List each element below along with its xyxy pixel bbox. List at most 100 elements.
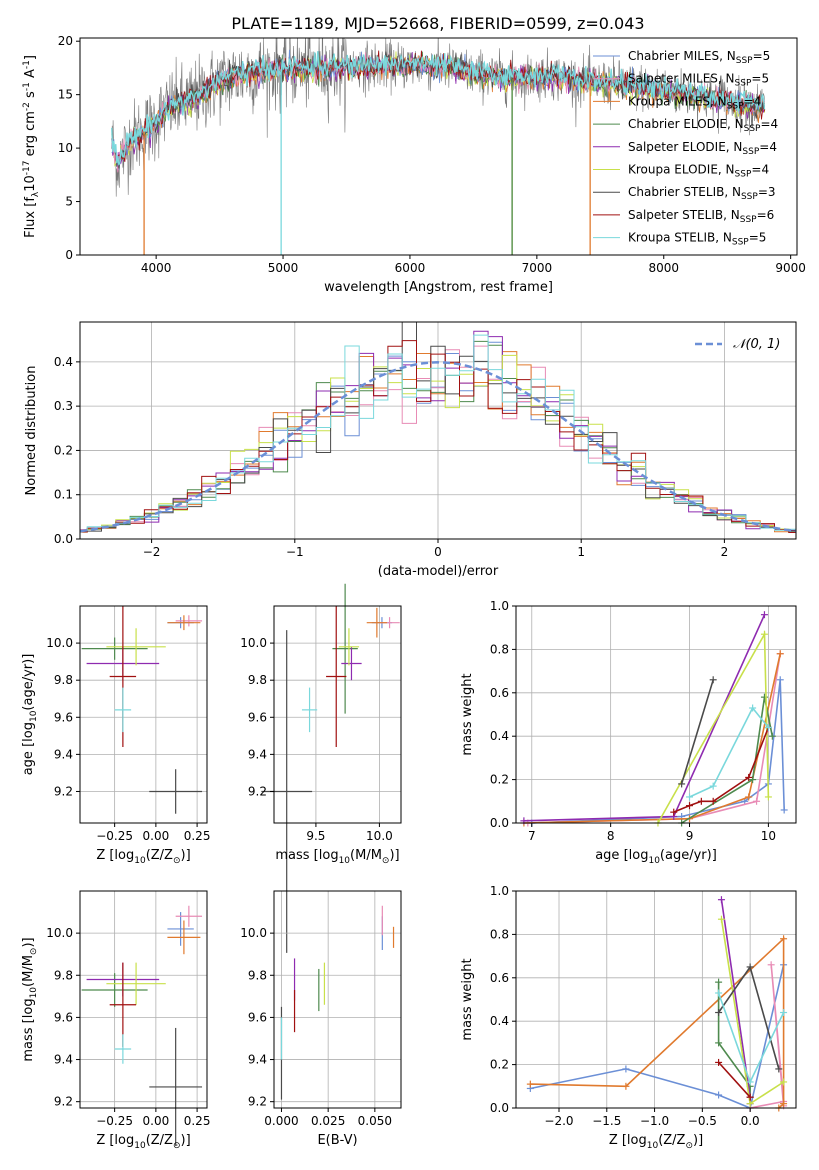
y-tick-label: 0.2 (490, 1058, 509, 1072)
weight-line-salp_miles (527, 653, 781, 824)
panels: 4000 5000 6000 7000 8000 900005101520waveleng… (21, 34, 806, 1151)
legend-label-tail: =4 (760, 117, 778, 131)
y-axis-label: mass weight (460, 958, 475, 1040)
legend-label-sub: SSP (740, 215, 757, 225)
errorbar-salp_miles (175, 615, 203, 627)
x-tick-label: 0.050 (358, 1114, 392, 1128)
y-tick-label: 10.0 (240, 636, 267, 650)
weight-marker-krou_stelib (780, 1009, 788, 1017)
panel-5: −0.25 0.00 0.259.29.49.69.810.0Z [log10(Z/… (21, 890, 211, 1151)
plot-area (80, 322, 796, 533)
axes-frame (79, 605, 208, 824)
y-tick-label: 10.0 (240, 926, 267, 940)
y-tick-label: 0.8 (490, 642, 509, 656)
histogram-krou_stelib (80, 334, 796, 532)
weight-marker-salp_stelib (745, 773, 753, 781)
label-span: (age/yr)] (21, 654, 36, 711)
errorbar-salp_stelib (109, 962, 137, 1047)
label-span: A (23, 69, 38, 82)
legend-label-tail: =3 (758, 185, 776, 199)
plot-area (111, 38, 766, 255)
y-tick-label: 0.2 (490, 773, 509, 787)
legend-label-tail: =4 (759, 140, 777, 154)
x-tick-label: −0.5 (688, 1114, 717, 1128)
plot-area (81, 606, 203, 814)
x-axis-label: age [log10(age/yr)] (595, 848, 717, 866)
weight-marker-chab_elodie (715, 978, 723, 986)
weight-marker-krou_miles (745, 793, 753, 801)
x-tick-label: 0.25 (184, 1114, 211, 1128)
weight-marker-chab_stelib (775, 1065, 783, 1073)
x-tick-label: 8000 (648, 261, 679, 275)
plot-area (520, 611, 788, 827)
weight-line-krou_miles (523, 653, 781, 824)
label-span: Flux [f (23, 197, 38, 238)
axes: 4000 5000 6000 7000 8000 9000 0 5 10 15 20 waveleng… (22, 34, 806, 295)
legend-label-chab_stelib: Chabrier STELIB, NSSP=3 (628, 185, 776, 202)
x-tick-label: 0.00 (143, 1114, 170, 1128)
legend-label-base: Salpeter MILES, N (628, 72, 735, 86)
label-span: mass weight (460, 958, 475, 1040)
normal-curve (80, 361, 796, 533)
weight-line-salp_stelib (718, 1061, 751, 1098)
label-span: ] (23, 55, 38, 60)
weight-marker-chab_miles (780, 806, 788, 814)
x-tick-label: 2 (721, 545, 729, 559)
label-span: (M/M (21, 955, 36, 987)
weight-line-salp_elodie (523, 614, 766, 822)
legend-label-base: Chabrier STELIB, N (628, 185, 741, 199)
weight-marker-chab_miles (715, 1091, 723, 1099)
weight-marker-krou_stelib (715, 989, 723, 997)
x-tick-label: 7 (528, 829, 536, 843)
weight-marker-salp_stelib (670, 808, 678, 816)
axes: −0.25 0.00 0.259.29.49.69.810.0Z [log10(Z/… (21, 605, 210, 866)
label-span: λ (31, 191, 41, 197)
y-tick-label: 9.2 (248, 784, 267, 798)
x-axis-label: (data-model)/error (378, 564, 499, 579)
legend-label-salp_miles: Salpeter MILES, NSSP=5 (628, 72, 769, 89)
label-span: 10 (29, 710, 39, 722)
weight-marker-krou_miles (776, 650, 784, 658)
y-tick-label: 9.6 (54, 710, 73, 724)
x-axis-label: Z [log10(Z/Z⊙)] (609, 1133, 703, 1151)
weight-marker-salp_miles (753, 797, 761, 805)
label-span: mass [log (275, 848, 338, 863)
weight-line-krou_stelib (689, 706, 770, 798)
y-tick-label: 0.0 (490, 816, 509, 830)
label-span: )] (181, 848, 191, 863)
y-tick-label: 0.6 (490, 971, 509, 985)
y-tick-label: 9.8 (248, 968, 267, 982)
weight-line-salp_stelib (673, 727, 770, 813)
legend-label-krou_miles: Kroupa MILES, NSSP=4 (628, 94, 761, 111)
x-tick-label: 0.0 (741, 1114, 760, 1128)
x-tick-label: 10 (761, 829, 776, 843)
legend-label-sub: SSP (735, 79, 752, 89)
weight-marker-salp_stelib (709, 797, 717, 805)
y-tick-label: 9.2 (54, 1095, 73, 1109)
x-tick-label: 4000 (141, 261, 172, 275)
legend-label-tail: =4 (751, 163, 769, 177)
errorbar-salp_elodie (341, 646, 362, 681)
grid (274, 606, 401, 823)
axes-frame (79, 890, 208, 1109)
label-span: (Z/Z (146, 1133, 173, 1148)
label-span: 10 (23, 175, 38, 192)
weight-marker-krou_elodie (760, 630, 768, 638)
weight-line-chab_miles (530, 964, 785, 1110)
x-tick-label: 6000 (395, 261, 426, 275)
legend-label-sub: SSP (735, 170, 752, 180)
x-tick-label: −2.0 (544, 1114, 573, 1128)
y-axis-label: Flux [fλ10-17 erg cm-2 s-1 A-1] (22, 55, 41, 238)
x-tick-label: 9000 (775, 261, 806, 275)
errorbar-salp_miles (175, 905, 203, 927)
weight-marker-chab_elodie (760, 693, 768, 701)
legend-label-base: Salpeter ELODIE, N (628, 140, 742, 154)
label-span: mass weight (460, 673, 475, 755)
weight-marker-chab_elodie (749, 776, 757, 784)
y-tick-label: 9.2 (54, 784, 73, 798)
label-span: 10 (134, 856, 146, 866)
label-span: (data-model)/error (378, 564, 499, 579)
